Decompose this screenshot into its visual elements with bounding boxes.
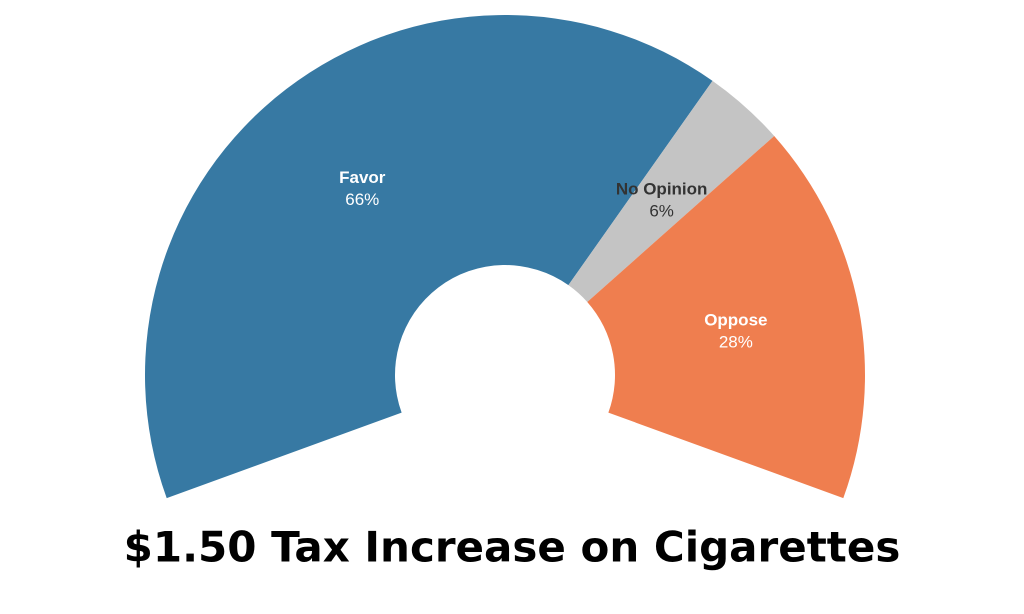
pie-slice bbox=[145, 14, 713, 499]
slice-label: Oppose bbox=[704, 310, 767, 329]
pie-slice bbox=[587, 135, 866, 499]
slice-value-label: 28% bbox=[719, 332, 753, 351]
slice-value-label: 6% bbox=[649, 201, 674, 220]
pie-slice bbox=[568, 80, 775, 302]
slice-label: Favor bbox=[339, 168, 386, 187]
chart-title: $1.50 Tax Increase on Cigarettes bbox=[124, 523, 901, 572]
slice-value-label: 66% bbox=[345, 190, 379, 209]
slice-label: No Opinion bbox=[616, 179, 708, 198]
